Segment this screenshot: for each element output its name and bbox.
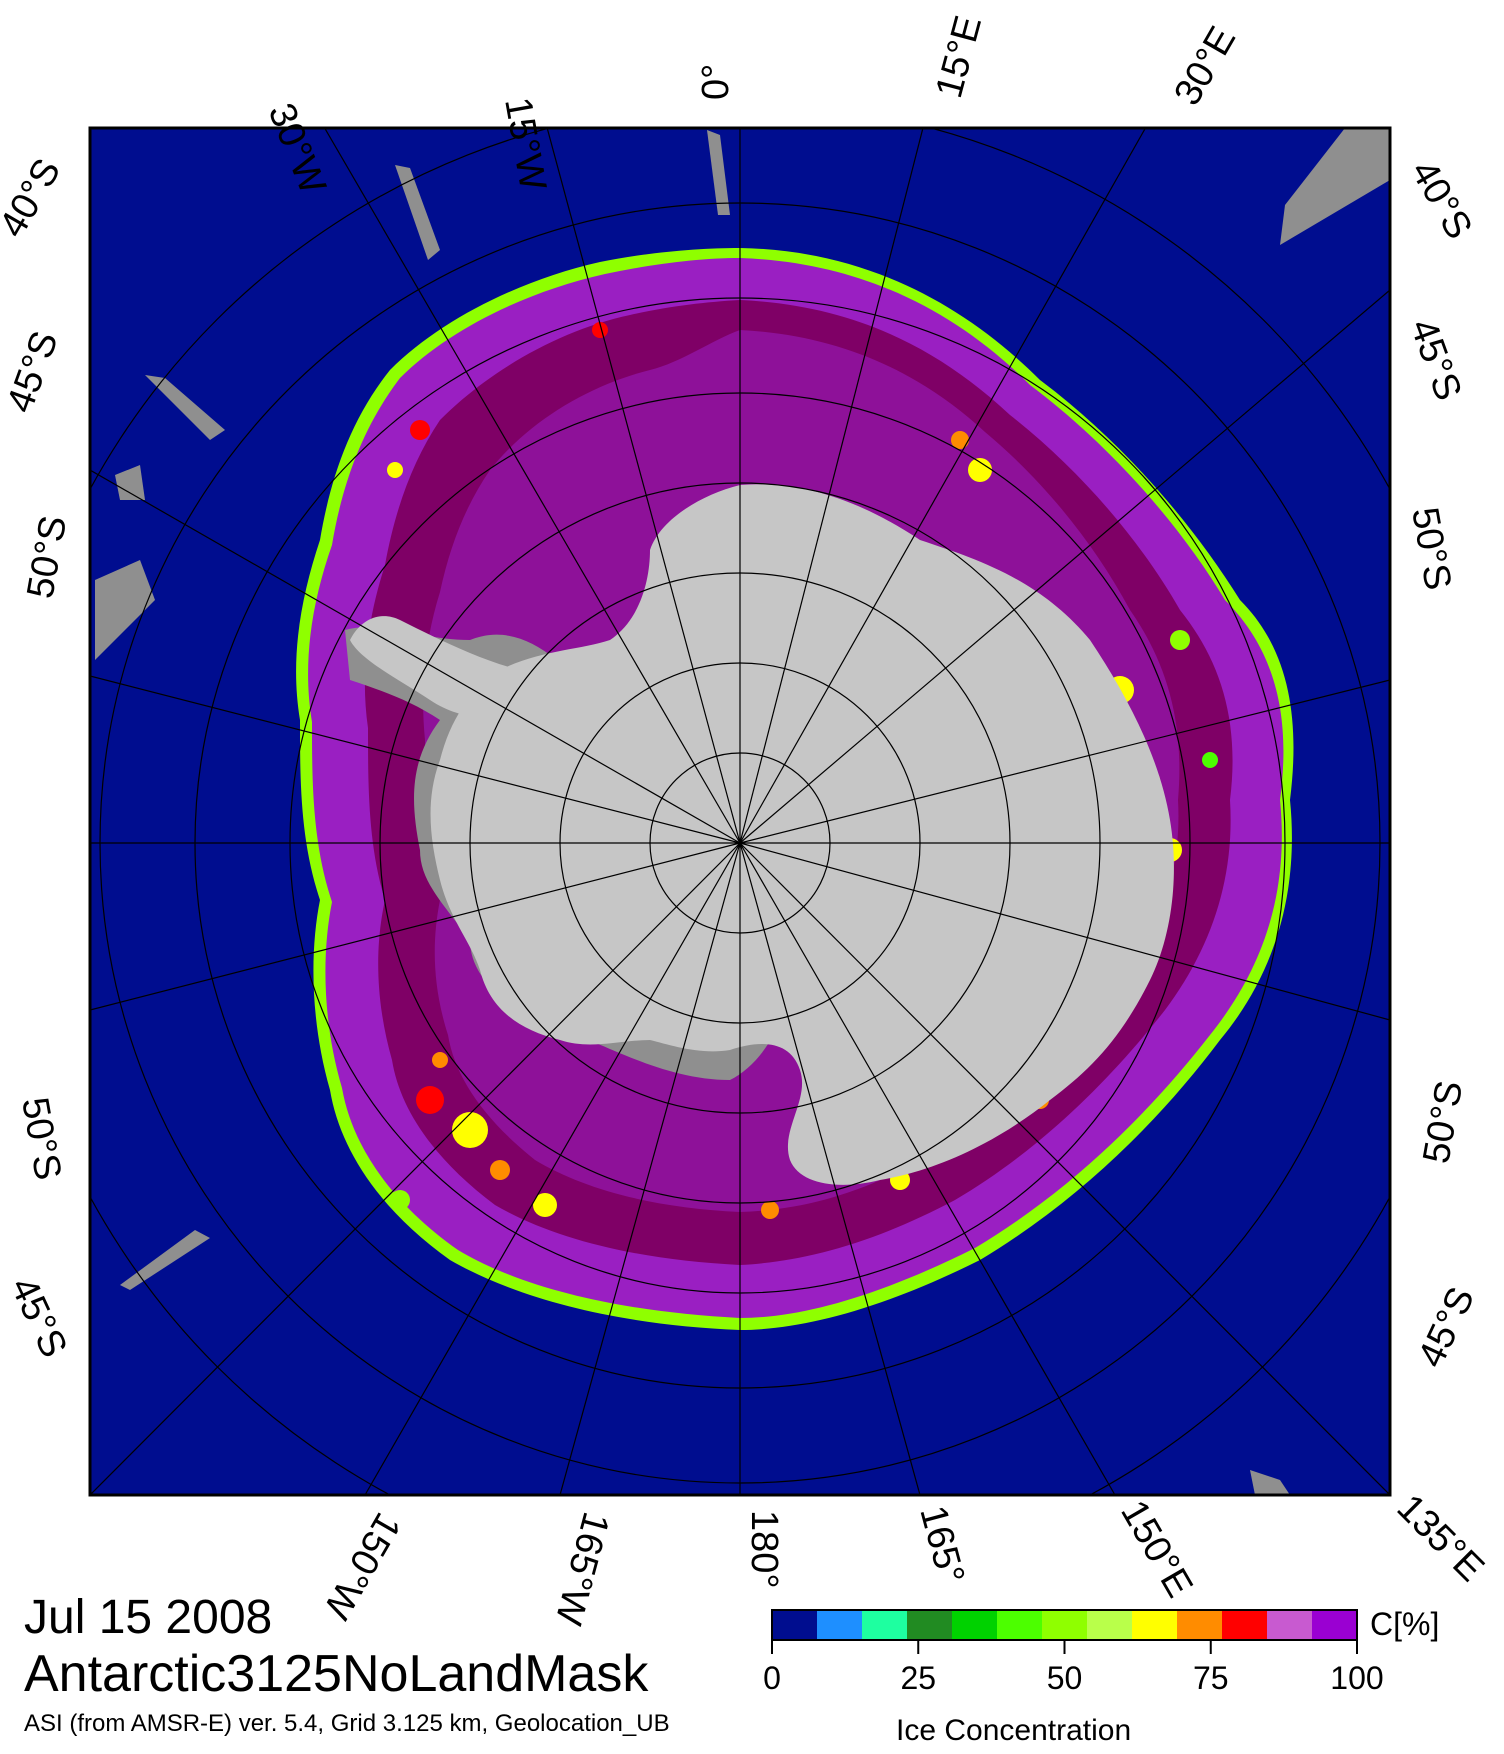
lat-label-right: 45°S	[1402, 314, 1470, 406]
map-frame	[88, 126, 1392, 1497]
lat-label-right: 40°S	[1402, 154, 1480, 247]
colorbar-swatch	[1087, 1610, 1133, 1640]
lon-label: 30°E	[1166, 20, 1244, 113]
lon-label: 15°E	[928, 11, 990, 102]
antarctic-continent	[430, 484, 1174, 1185]
lat-label-right: 50°S	[1416, 1078, 1472, 1167]
lat-label-right: 45°S	[1410, 1281, 1483, 1374]
lon-label: 135°E	[1389, 1487, 1492, 1590]
colorbar	[771, 1609, 1358, 1654]
island-patch	[95, 560, 155, 660]
colorbar-tick-label: 25	[900, 1660, 937, 1696]
colorbar-swatch	[997, 1610, 1043, 1640]
lat-label-left: 45°S	[2, 1271, 75, 1364]
lon-label: 0°	[695, 64, 737, 100]
colorbar-swatch	[1312, 1610, 1358, 1640]
island-patch	[1250, 1470, 1290, 1495]
colorbar-title: Ice Concentration	[896, 1714, 1132, 1747]
colorbar-swatch	[1222, 1610, 1268, 1640]
lat-label-right: 50°S	[1403, 504, 1459, 593]
colorbar-tick-label: 50	[1046, 1660, 1083, 1696]
colorbar-swatch	[862, 1610, 908, 1640]
antarctic-peninsula	[350, 616, 520, 717]
lat-label-left: 45°S	[0, 326, 67, 418]
colorbar-swatch	[1042, 1610, 1088, 1640]
graticule	[90, 128, 1390, 1495]
island-patch	[395, 165, 440, 260]
colorbar-tick-label: 0	[763, 1660, 781, 1696]
island-patch	[707, 130, 730, 215]
colorbar-tick-label: 75	[1192, 1660, 1229, 1696]
island-patch	[120, 1230, 210, 1290]
colorbar-unit: C[%]	[1370, 1606, 1440, 1642]
lon-label: 165°W	[547, 1508, 617, 1630]
source-label: ASI (from AMSR-E) ver. 5.4, Grid 3.125 k…	[24, 1710, 670, 1737]
colorbar-swatch	[952, 1610, 998, 1640]
colorbar-swatch	[1267, 1610, 1313, 1640]
lon-label: 150°E	[1112, 1494, 1200, 1605]
lat-label-left: 40°S	[0, 152, 69, 245]
lat-label-left: 50°S	[13, 1094, 69, 1183]
colorbar-swatch	[817, 1610, 863, 1640]
product-label: Antarctic3125NoLandMask	[24, 1645, 649, 1703]
lon-label: 180°	[743, 1510, 785, 1589]
colorbar-swatch	[907, 1610, 953, 1640]
lat-label-left: 50°S	[20, 513, 76, 602]
date-label: Jul 15 2008	[24, 1591, 273, 1644]
island-patch	[115, 465, 145, 500]
island-patch	[145, 375, 225, 440]
colorbar-swatch	[772, 1610, 818, 1640]
lon-label: 165°	[911, 1501, 972, 1588]
colorbar-tick-label: 100	[1330, 1660, 1384, 1696]
island-patch	[1280, 128, 1390, 245]
lon-label: 150°W	[315, 1506, 409, 1626]
colorbar-swatch	[1132, 1610, 1178, 1640]
colorbar-swatch	[1177, 1610, 1223, 1640]
